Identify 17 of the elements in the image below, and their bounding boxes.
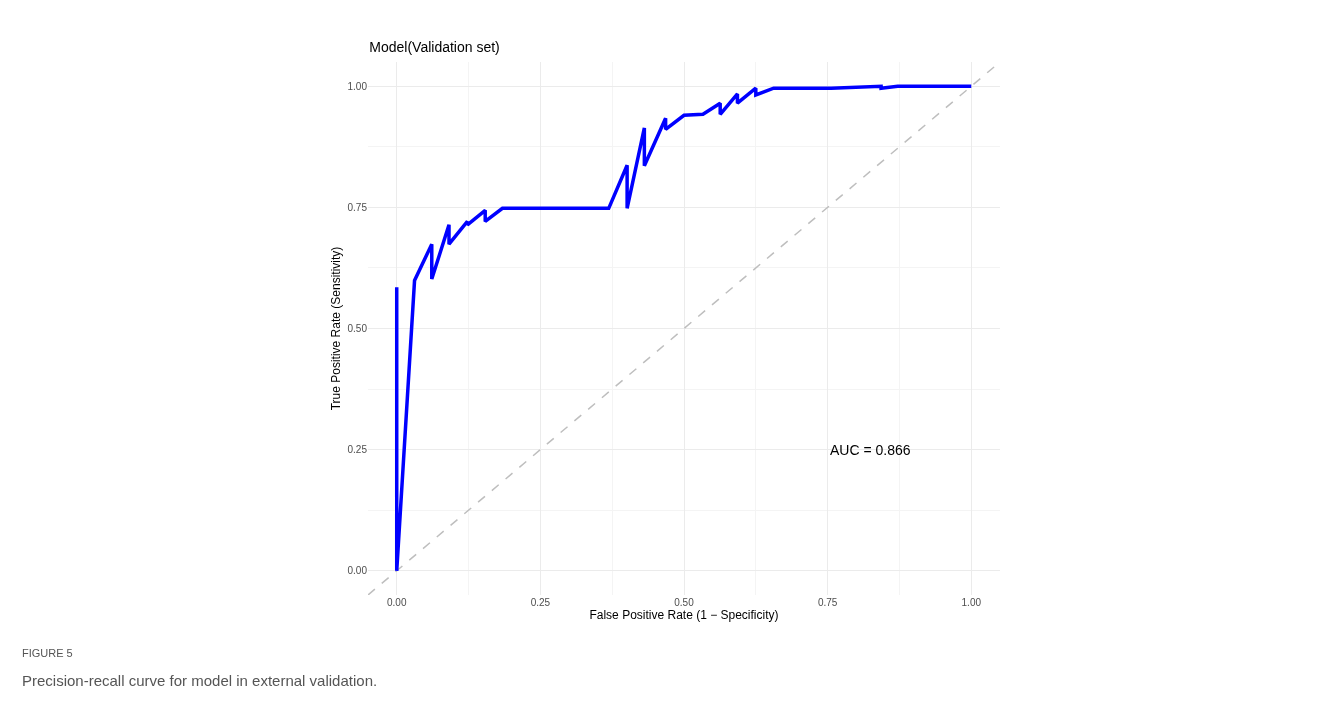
text: Precision-recall curve for model in external validation. [22,672,378,689]
x-tick-label: 0.25 [530,597,551,608]
annotation: AUC = 0.866 [830,442,911,458]
y-tick-label: 0.25 [347,444,368,456]
y-tick-label: 0.75 [347,201,368,213]
y-tick-label: 0.00 [347,565,368,577]
y-axis-title: True Positive Rate (Sensitivity) [328,246,343,411]
line-series [394,84,974,573]
x-axis-title: False Positive Rate (1 − Specificity) [589,608,779,622]
x-tick-label: 0.75 [817,597,838,608]
y-tick-label: 0.50 [347,323,368,334]
chart-title: Model(Validation set) [369,38,500,55]
caption: FIGURE 5 [22,647,73,659]
y-tick-label: 1.00 [347,80,368,92]
x-tick-label: 0.50 [674,597,695,608]
x-tick-label: 1.00 [961,597,982,608]
x-tick-label: 0.00 [387,597,407,608]
